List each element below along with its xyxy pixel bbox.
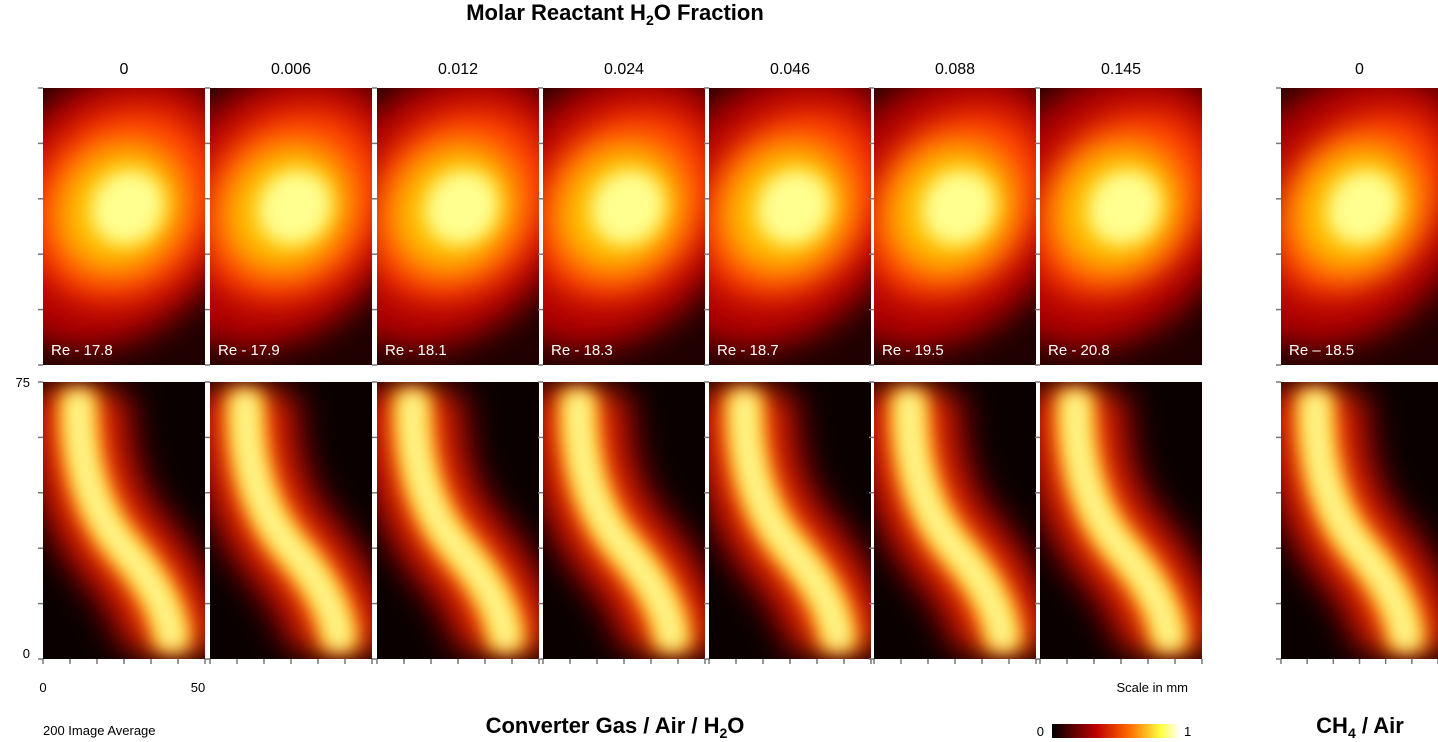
footer-left-text: Converter Gas / Air / H [486, 713, 720, 738]
x-axis-right: 50 [191, 680, 205, 695]
y-axis-top: 75 [16, 375, 30, 390]
column-label: 0 [1355, 61, 1364, 78]
column-label: 0.088 [935, 61, 975, 78]
footer-right-sub: 4 [1348, 725, 1356, 741]
heatmap-panel [377, 382, 539, 659]
column-label: 0.006 [271, 61, 311, 78]
colorbar-max: 1 [1184, 724, 1191, 739]
colorbar [1052, 724, 1180, 738]
re-label: Re - 19.5 [882, 342, 944, 359]
heatmap-panel [1281, 382, 1438, 659]
footer-left-sub: 2 [720, 725, 728, 741]
column-label: 0.024 [604, 61, 644, 78]
title-tail: O Fraction [654, 0, 764, 25]
y-axis-bottom: 0 [23, 646, 30, 661]
re-label: Re - 17.8 [51, 342, 113, 359]
heatmap-panel [709, 382, 871, 659]
footer-left-tail: O [727, 713, 744, 738]
footer-right: CH4 / Air [1316, 713, 1404, 741]
re-label: Re - 18.1 [385, 342, 447, 359]
heatmap-panel [1040, 382, 1202, 659]
column-label: 0.046 [770, 61, 810, 78]
heatmap-panel [210, 382, 372, 659]
re-label: Re - 18.3 [551, 342, 613, 359]
figure: Molar Reactant H2O Fraction 75 0 0 50 Sc… [0, 0, 1438, 742]
column-label: 0 [120, 61, 129, 78]
heatmap-panel [543, 382, 705, 659]
title-sub: 2 [646, 12, 654, 28]
re-label: Re - 18.7 [717, 342, 779, 359]
heatmap-panel [874, 382, 1036, 659]
x-axis-left: 0 [39, 680, 46, 695]
footer-right-tail: / Air [1356, 713, 1405, 738]
scale-note: Scale in mm [1116, 680, 1188, 695]
footer-right-text: CH [1316, 713, 1348, 738]
re-label: Re - 17.9 [218, 342, 280, 359]
figure-title: Molar Reactant H2O Fraction [466, 0, 764, 28]
footer-left: Converter Gas / Air / H2O [486, 713, 745, 741]
re-label: Re - 20.8 [1048, 342, 1110, 359]
column-label: 0.012 [438, 61, 478, 78]
heatmap-panel [43, 382, 205, 659]
title-text: Molar Reactant H [466, 0, 646, 25]
average-note: 200 Image Average [43, 723, 156, 738]
colorbar-min: 0 [1037, 724, 1044, 739]
column-label: 0.145 [1101, 61, 1141, 78]
re-label: Re – 18.5 [1289, 342, 1354, 359]
